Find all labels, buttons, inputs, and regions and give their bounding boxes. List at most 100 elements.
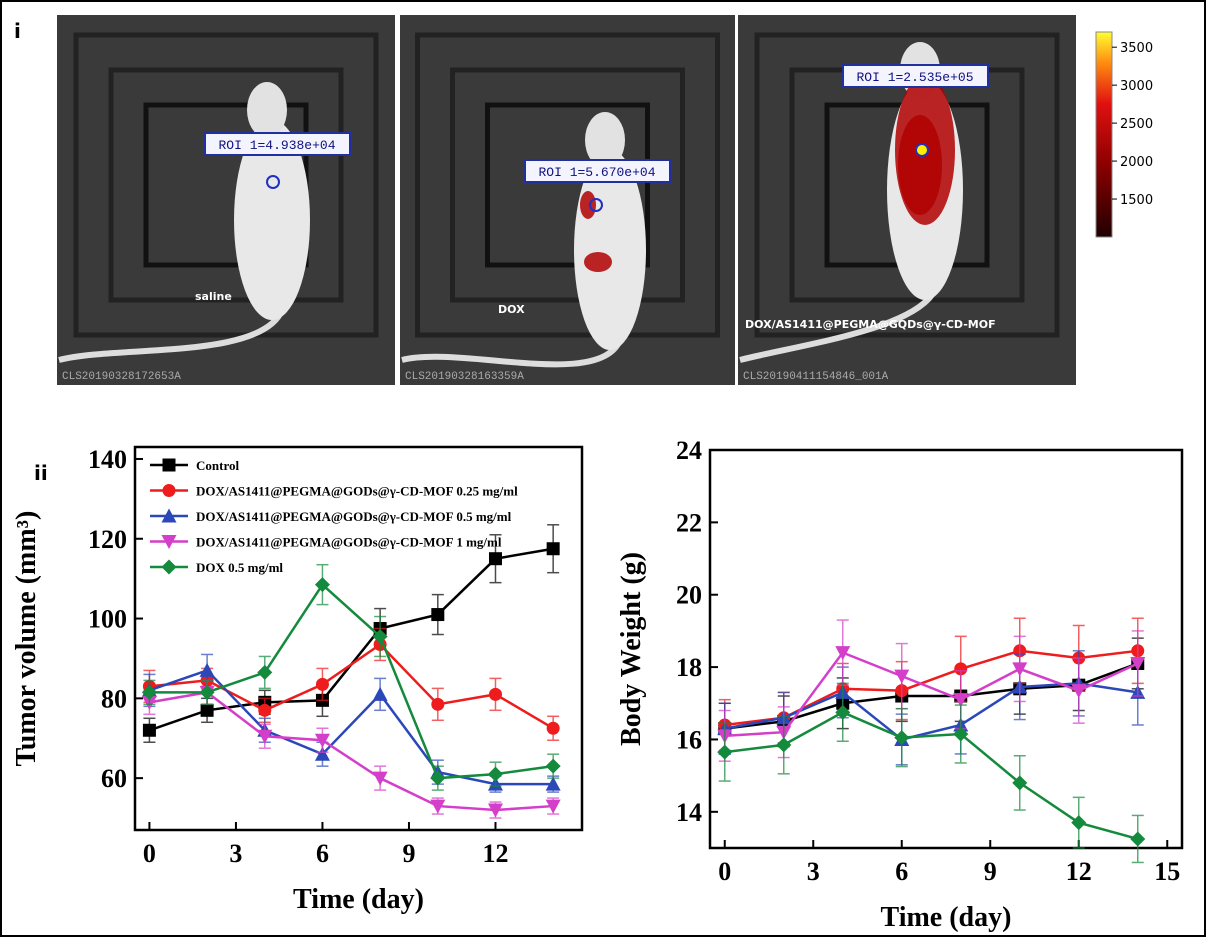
series-line bbox=[149, 582, 554, 780]
marker bbox=[717, 744, 733, 760]
stage-square bbox=[485, 102, 650, 268]
x-tick-label: 12 bbox=[482, 839, 508, 868]
y-tick-label: 18 bbox=[676, 653, 702, 682]
roi-circle bbox=[589, 198, 603, 212]
marker bbox=[258, 703, 272, 717]
marker bbox=[546, 721, 560, 735]
y-tick-label: 80 bbox=[101, 684, 127, 713]
roi-circle bbox=[266, 175, 280, 189]
colorbar bbox=[1095, 31, 1113, 238]
legend-label: DOX 0.5 mg/ml bbox=[196, 560, 283, 575]
marker bbox=[835, 646, 851, 661]
marker bbox=[431, 608, 445, 622]
mouse-tail bbox=[58, 308, 285, 363]
marker bbox=[372, 686, 388, 701]
y-axis-label: Tumor volume (mm³) bbox=[11, 511, 42, 767]
legend-label: DOX/AS1411@PEGMA@GODs@γ-CD-MOF 1 mg/ml bbox=[196, 535, 502, 550]
roi-label: ROI 1=4.938e+04 bbox=[218, 138, 335, 153]
marker bbox=[487, 803, 503, 818]
marker bbox=[545, 776, 561, 791]
x-axis-label: Time (day) bbox=[293, 884, 424, 915]
stage-square bbox=[754, 32, 1060, 338]
y-tick-label: 16 bbox=[676, 725, 702, 754]
roi-box bbox=[842, 64, 989, 88]
x-tick-label: 9 bbox=[984, 857, 997, 886]
series-line bbox=[149, 668, 554, 786]
legend-marker bbox=[161, 535, 177, 549]
marker bbox=[488, 687, 502, 701]
image-caption: DOX bbox=[498, 303, 525, 316]
marker bbox=[314, 577, 330, 593]
marker bbox=[1071, 684, 1087, 699]
roi-label: ROI 1=5.670e+04 bbox=[538, 165, 655, 180]
image-caption: saline bbox=[195, 290, 232, 303]
colorbar-tick-label: 1500 bbox=[1120, 193, 1153, 208]
series-line bbox=[149, 642, 554, 730]
x-tick-label: 6 bbox=[316, 839, 329, 868]
marker bbox=[372, 629, 388, 645]
marker bbox=[141, 684, 157, 700]
marker bbox=[1130, 831, 1146, 847]
x-axis-label: Time (day) bbox=[881, 902, 1012, 933]
roi-circle bbox=[915, 143, 929, 157]
roi-box bbox=[204, 132, 351, 156]
signal-spot bbox=[584, 252, 612, 272]
marker bbox=[545, 799, 561, 814]
y-tick-label: 22 bbox=[676, 508, 702, 537]
marker bbox=[430, 770, 446, 786]
marker bbox=[1012, 775, 1028, 791]
mouse-tail bbox=[401, 338, 623, 368]
mouse-head bbox=[585, 112, 625, 168]
marker bbox=[488, 552, 502, 566]
legend-marker bbox=[162, 458, 176, 472]
marker bbox=[314, 733, 330, 748]
marker bbox=[142, 723, 156, 737]
x-tick-label: 6 bbox=[895, 857, 908, 886]
marker bbox=[314, 746, 330, 761]
y-tick-label: 100 bbox=[88, 605, 127, 634]
image-background bbox=[400, 15, 735, 385]
marker bbox=[1071, 815, 1087, 831]
x-tick-label: 12 bbox=[1066, 857, 1092, 886]
image-id: CLS20190328172653A bbox=[62, 371, 181, 383]
marker bbox=[487, 766, 503, 782]
roi-label: ROI 1=2.535e+05 bbox=[856, 70, 973, 85]
marker bbox=[546, 542, 560, 556]
marker bbox=[431, 697, 445, 711]
marker bbox=[430, 799, 446, 814]
marker bbox=[199, 662, 215, 677]
marker bbox=[199, 684, 215, 700]
x-tick-label: 9 bbox=[402, 839, 415, 868]
y-tick-label: 14 bbox=[676, 798, 702, 827]
legend-label: Control bbox=[196, 458, 239, 473]
x-tick-label: 0 bbox=[718, 857, 731, 886]
plot-frame bbox=[133, 445, 584, 832]
plot-frame bbox=[708, 448, 1184, 850]
image-id: CLS20190411154846_001A bbox=[743, 371, 889, 383]
panel-label: i bbox=[14, 19, 21, 43]
colorbar-tick-label: 3000 bbox=[1120, 79, 1153, 94]
y-axis-label: Body Weight (g) bbox=[616, 552, 647, 746]
series-line bbox=[724, 651, 1139, 738]
marker bbox=[953, 693, 969, 708]
marker bbox=[1130, 656, 1146, 671]
stage-square bbox=[108, 67, 344, 303]
series-line bbox=[149, 691, 554, 812]
marker bbox=[894, 669, 910, 684]
legend-marker bbox=[162, 484, 176, 497]
marker bbox=[776, 737, 792, 753]
y-tick-label: 140 bbox=[88, 445, 127, 474]
y-tick-label: 120 bbox=[88, 525, 127, 554]
colorbar-tick-label: 3500 bbox=[1120, 41, 1153, 56]
y-tick-label: 24 bbox=[676, 436, 702, 465]
x-tick-label: 3 bbox=[807, 857, 820, 886]
marker bbox=[257, 729, 273, 744]
stage-square bbox=[450, 67, 685, 303]
series-line bbox=[724, 710, 1139, 841]
legend-marker bbox=[161, 559, 177, 575]
y-tick-label: 60 bbox=[101, 764, 127, 793]
x-tick-label: 15 bbox=[1154, 857, 1180, 886]
marker bbox=[953, 726, 969, 742]
marker bbox=[315, 677, 329, 691]
